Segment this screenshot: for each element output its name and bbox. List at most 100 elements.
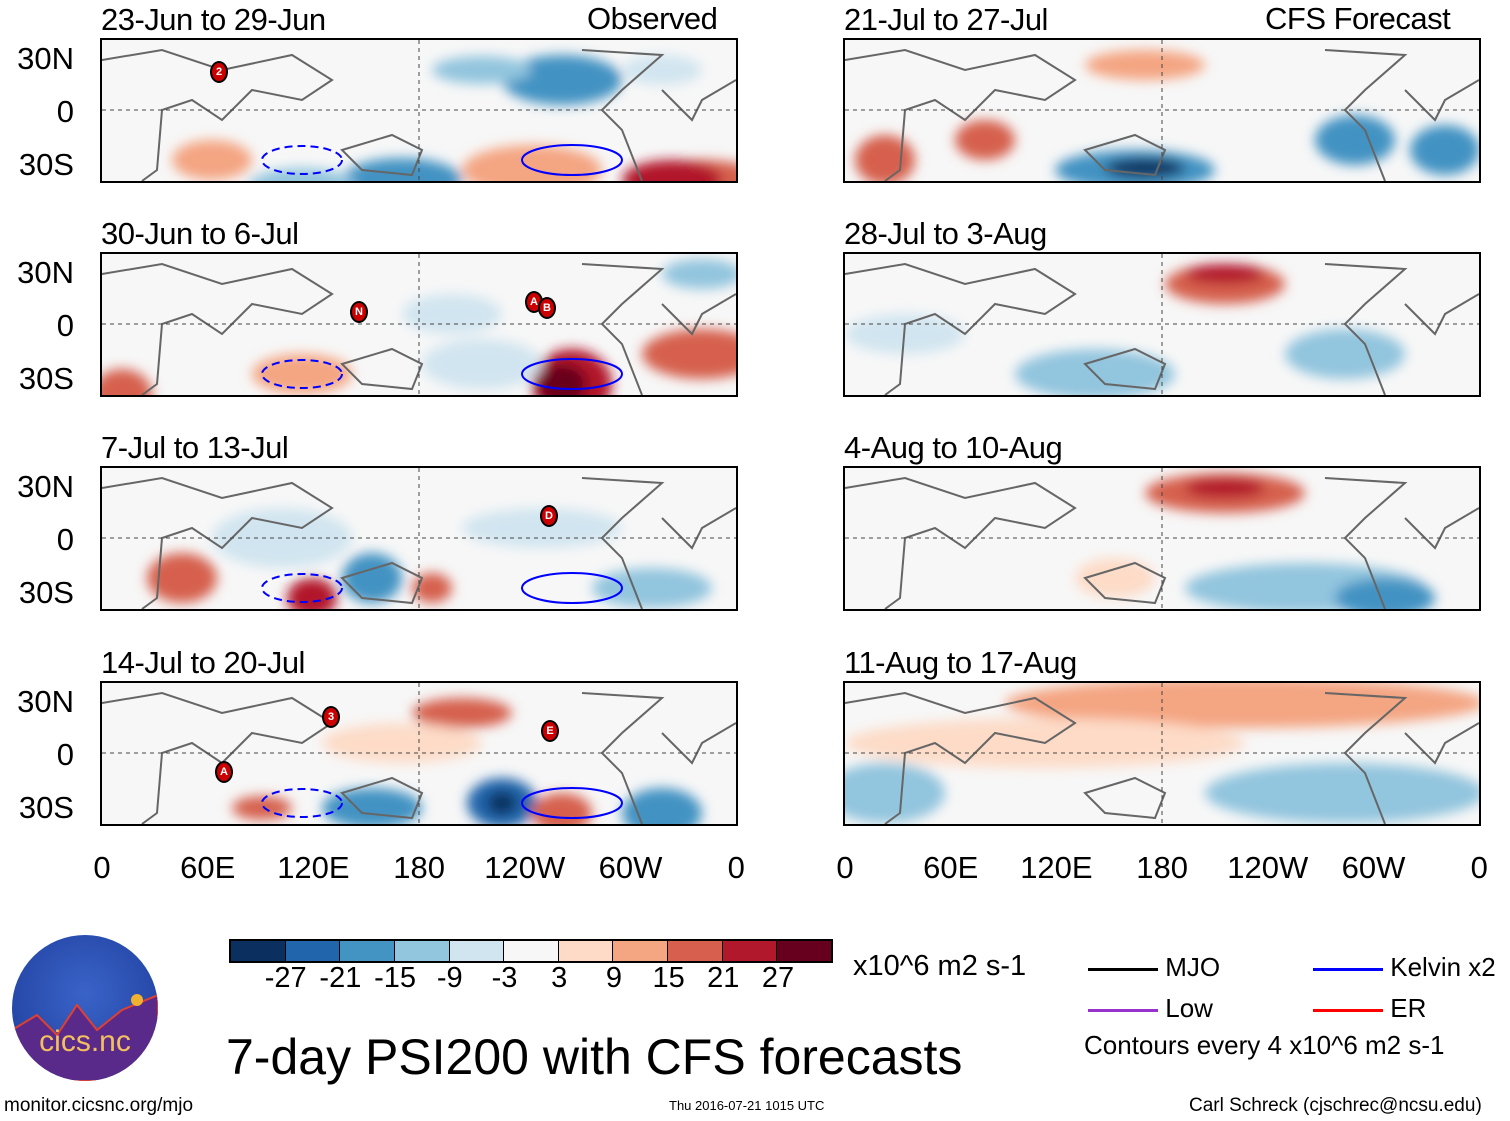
observed-map-panel: 3 A E (100, 681, 738, 826)
psi200-map (102, 468, 736, 609)
coastline (102, 476, 736, 609)
anomaly-region (955, 120, 1015, 160)
legend-er: ER (1313, 993, 1426, 1024)
anomaly-region (622, 788, 702, 824)
observed-map-panel: 2 (100, 38, 738, 183)
colorbar-label: 21 (707, 962, 740, 994)
colorbar-swatch (231, 941, 286, 961)
anomaly-region (502, 55, 622, 105)
lat-label: 30N (17, 684, 74, 719)
lat-label: 0 (56, 737, 74, 772)
coastline (102, 691, 736, 824)
lon-label: 0 (1470, 850, 1488, 885)
contour-note: Contours every 4 x10^6 m2 s-1 (1084, 1030, 1445, 1060)
anomaly-region (342, 553, 402, 603)
storm-marker: E (541, 720, 559, 742)
lon-label: 120E (277, 850, 350, 885)
legend-kelvin: Kelvin x2 (1313, 952, 1496, 983)
anomaly-region (1205, 763, 1479, 823)
psi200-map (102, 40, 736, 181)
anomaly-region (592, 568, 712, 608)
lat-label: 0 (56, 94, 74, 129)
lon-label: 60E (180, 850, 236, 885)
psi200-map (102, 683, 736, 824)
anomaly-region (462, 145, 602, 181)
colorbar-swatch (777, 941, 832, 961)
anomaly-region (1185, 264, 1265, 284)
storm-marker: 2 (210, 61, 228, 83)
anomaly-region (322, 788, 422, 824)
colorbar-swatch (285, 941, 341, 961)
panel-title: 21-Jul to 27-Jul (844, 2, 1048, 37)
panel-title: 28-Jul to 3-Aug (844, 216, 1047, 251)
anomaly-region (172, 140, 252, 180)
logo-mountains-icon (12, 993, 158, 1081)
colorbar-label: -27 (264, 962, 307, 994)
colorbar-label: 15 (652, 962, 685, 994)
colorbar-swatch (504, 941, 559, 961)
legend-kelvin-label: Kelvin x2 (1390, 952, 1496, 982)
observed-header: Observed (587, 1, 718, 36)
lon-label: 60W (598, 850, 663, 885)
legend-mjo-label: MJO (1165, 952, 1221, 982)
legend-mjo: MJO (1088, 952, 1220, 983)
psi200-map (845, 254, 1479, 395)
lon-label: 0 (727, 850, 745, 885)
anomaly-region (532, 793, 592, 824)
panel-title: 11-Aug to 17-Aug (844, 645, 1077, 680)
legend-er-label: ER (1390, 993, 1427, 1023)
anomaly-region (642, 329, 736, 379)
colorbar (229, 939, 833, 963)
lat-label: 30S (18, 575, 74, 610)
lat-label: 30N (17, 469, 74, 504)
coastline (102, 48, 736, 181)
anomaly-region (1285, 329, 1405, 379)
colorbar-label: -21 (319, 962, 362, 994)
lat-label: 0 (56, 522, 74, 557)
colorbar-swatch (668, 941, 723, 961)
lon-label: 0 (836, 850, 854, 885)
lon-label: 120W (484, 850, 566, 885)
footer-url[interactable]: monitor.cicsnc.org/mjo (4, 1095, 194, 1116)
colorbar-label: -9 (436, 962, 463, 994)
footer-timestamp: Thu 2016-07-21 1015 UTC (669, 1098, 825, 1113)
lon-label: 180 (393, 850, 445, 885)
coastline (845, 476, 1479, 609)
psi200-map (845, 468, 1479, 609)
panel-title: 4-Aug to 10-Aug (844, 430, 1063, 465)
forecast-header: CFS Forecast (1265, 1, 1451, 36)
panel-title: 30-Jun to 6-Jul (101, 216, 299, 251)
coastline (102, 262, 736, 395)
panel-title: 14-Jul to 20-Jul (101, 645, 305, 680)
storm-marker: 3 (322, 706, 340, 728)
colorbar-swatch (340, 941, 395, 961)
lon-label: 120W (1227, 850, 1309, 885)
panel-title: 23-Jun to 29-Jun (101, 2, 326, 37)
legend-low: Low (1088, 993, 1213, 1024)
anomaly-region (1185, 478, 1265, 498)
anomaly-region (662, 259, 736, 289)
colorbar-label: 9 (605, 962, 622, 994)
anomaly-region (855, 135, 915, 181)
lat-label: 0 (56, 308, 74, 343)
anomaly-region (147, 553, 217, 603)
storm-marker: N (350, 301, 368, 323)
anomaly-region (432, 56, 532, 84)
anomaly-region (287, 578, 337, 609)
lat-label: 30S (18, 147, 74, 182)
lat-label: 30S (18, 790, 74, 825)
observed-map-panel: D (100, 466, 738, 611)
anomaly-region (322, 723, 482, 763)
logo-text: cics.nc (39, 1025, 131, 1058)
forecast-map-panel (843, 466, 1481, 611)
forecast-map-panel (843, 681, 1481, 826)
footer-author: Carl Schreck (cjschrec@ncsu.edu) (1189, 1095, 1482, 1116)
colorbar-units: x10^6 m2 s-1 (853, 950, 1027, 982)
colorbar-swatch (394, 941, 450, 961)
colorbar-swatch (558, 941, 614, 961)
cics-logo: cics.nc (12, 935, 158, 1081)
anomaly-region (402, 294, 502, 334)
lon-label: 60E (923, 850, 979, 885)
colorbar-label: -3 (491, 962, 518, 994)
anomaly-region (487, 791, 517, 815)
